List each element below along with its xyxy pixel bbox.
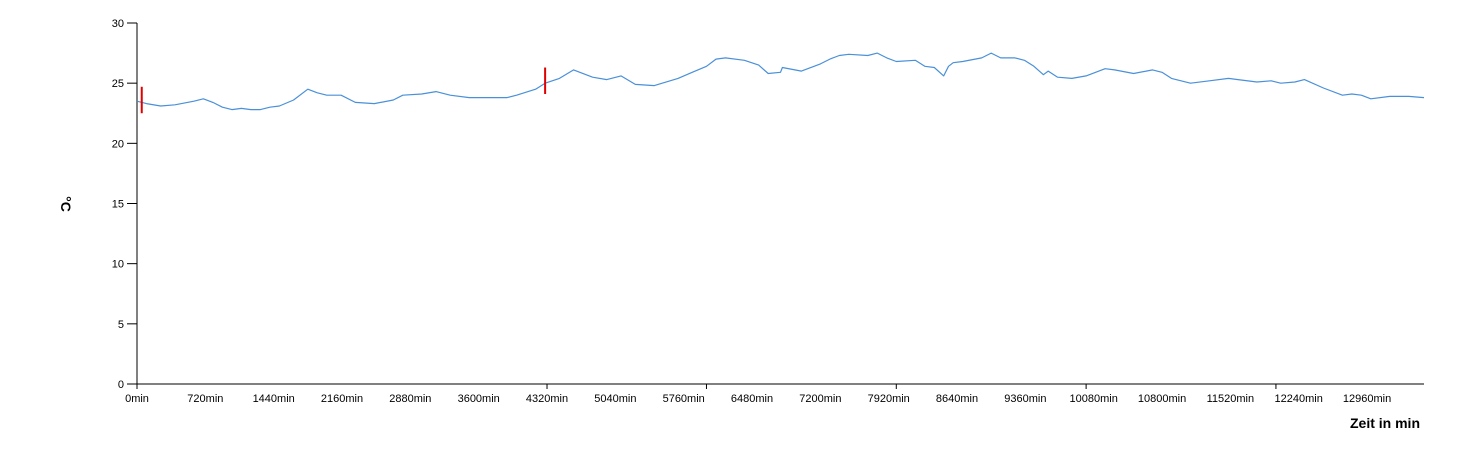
- x-tick-label: 12240min: [1275, 393, 1323, 405]
- y-tick-label: 5: [118, 319, 124, 331]
- x-tick-label: 12960min: [1343, 393, 1391, 405]
- y-ticks: 0 5 10 15 20 25 30: [112, 18, 137, 391]
- axes: [136, 23, 1424, 385]
- y-tick-label: 20: [112, 138, 124, 150]
- x-tick-label: 1440min: [253, 393, 295, 405]
- x-tick-label: 10800min: [1138, 393, 1186, 405]
- x-ticks: 0min 720min 1440min 2160min 2880min 3600min 43…: [125, 384, 1391, 405]
- x-tick-label: 5040min: [594, 393, 636, 405]
- y-tick-label: 0: [118, 379, 124, 391]
- x-tick-label: 2880min: [389, 393, 431, 405]
- x-tick-label: 11520min: [1207, 393, 1255, 405]
- x-tick-label: 7200min: [799, 393, 841, 405]
- x-tick-label: 0min: [125, 393, 149, 405]
- x-tick-label: 3600min: [458, 393, 500, 405]
- x-tick-label: 7920min: [868, 393, 910, 405]
- x-tick-label: 8640min: [936, 393, 978, 405]
- x-tick-label: 720min: [187, 393, 223, 405]
- x-tick-label: 4320min: [526, 393, 568, 405]
- temperature-series-line: [136, 52, 1425, 111]
- markers: [140, 67, 547, 114]
- y-tick-label: 10: [112, 259, 124, 271]
- series: [136, 52, 1425, 111]
- y-axis-title: °C: [58, 196, 74, 212]
- x-tick-label: 2160min: [321, 393, 363, 405]
- x-tick-label: 9360min: [1004, 393, 1046, 405]
- x-tick-label: 10080min: [1070, 393, 1118, 405]
- y-tick-label: 30: [112, 18, 124, 30]
- x-axis-title: Zeit in min: [1350, 415, 1420, 431]
- y-tick-label: 25: [112, 78, 124, 90]
- x-tick-label: 5760min: [663, 393, 705, 405]
- y-tick-label: 15: [112, 199, 124, 211]
- x-tick-label: 6480min: [731, 393, 773, 405]
